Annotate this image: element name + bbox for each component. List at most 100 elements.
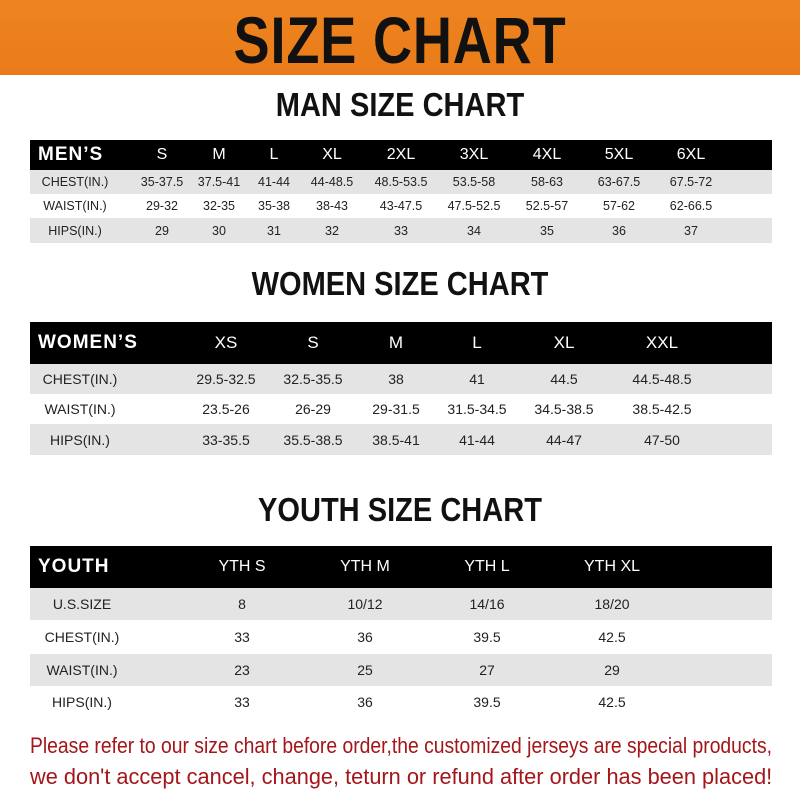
measurement-cell: 36	[357, 694, 373, 710]
measurement-cell: 26-29	[295, 401, 331, 417]
size-header: XL	[322, 146, 342, 163]
measurement-cell: 58-63	[531, 175, 563, 189]
size-header: S	[156, 146, 168, 163]
measurement-cell: 38.5-41	[372, 431, 420, 448]
measurement-cell: 37	[684, 223, 698, 238]
measurement-cell: 18/20	[594, 596, 630, 612]
measurement-cell: 33	[394, 223, 408, 238]
table-row: WAIST(IN.) 29-32 32-35 35-38 38-43 43-47.5 47.…	[30, 194, 772, 218]
size-header: XXL	[645, 333, 679, 352]
measurement-cell: 35-37.5	[140, 175, 184, 189]
measurement-cell: 14/16	[469, 596, 505, 612]
table-row: HIPS(IN.) 29 30 31 32 33 34 35 36 37	[30, 218, 772, 243]
size-header: XS	[214, 333, 238, 352]
measurement-cell: 44-48.5	[310, 175, 354, 189]
table-row: CHEST(IN.) 29.5-32.5 32.5-35.5 38 41 44.5 44.5…	[30, 364, 772, 394]
size-header: M	[212, 146, 226, 163]
row-label: CHEST(IN.)	[41, 175, 109, 189]
men-header-label: MEN’S	[38, 144, 104, 165]
policy-note-line-2: we don't accept cancel, change, teturn o…	[30, 764, 773, 789]
table-row: WAIST(IN.) 23.5-26 26-29 29-31.5 31.5-34.5 34…	[30, 394, 772, 424]
measurement-cell: 36	[612, 223, 626, 238]
measurement-cell: 52.5-57	[525, 199, 569, 213]
measurement-cell: 29	[604, 662, 620, 678]
measurement-cell: 31	[267, 223, 281, 238]
measurement-cell: 42.5	[598, 629, 626, 645]
table-row: HIPS(IN.) 33-35.5 35.5-38.5 38.5-41 41-44 44-…	[30, 424, 772, 455]
row-label: WAIST(IN.)	[46, 662, 118, 678]
policy-note-line-1: Please refer to our size chart before or…	[30, 733, 772, 758]
measurement-cell: 41-44	[459, 431, 495, 448]
measurement-cell: 42.5	[598, 694, 626, 710]
measurement-cell: 30	[212, 223, 226, 238]
measurement-cell: 25	[357, 662, 373, 678]
size-header: YTH M	[340, 558, 390, 575]
size-header: 2XL	[386, 146, 416, 163]
measurement-cell: 38-43	[316, 199, 348, 213]
measurement-cell: 31.5-34.5	[447, 401, 507, 417]
table-row: WAIST(IN.) 23 25 27 29	[30, 654, 772, 686]
women-header-label: WOMEN’S	[38, 332, 138, 353]
measurement-cell: 43-47.5	[379, 199, 423, 213]
row-label: HIPS(IN.)	[50, 431, 110, 448]
size-header: L	[269, 146, 279, 163]
measurement-cell: 44.5-48.5	[632, 371, 692, 387]
size-header: 6XL	[676, 146, 706, 163]
size-chart-banner: SIZE CHART	[0, 0, 800, 77]
women-section-title: WOMEN SIZE CHART	[251, 265, 549, 302]
size-header: S	[307, 333, 319, 352]
measurement-cell: 44.5	[550, 371, 578, 387]
youth-header-label: YOUTH	[38, 556, 110, 577]
size-header: 5XL	[604, 146, 634, 163]
measurement-cell: 57-62	[603, 199, 635, 213]
table-row: CHEST(IN.) 33 36 39.5 42.5	[30, 620, 772, 654]
measurement-cell: 34	[467, 223, 481, 238]
table-row: HIPS(IN.) 33 36 39.5 42.5	[30, 686, 772, 718]
measurement-cell: 27	[479, 662, 495, 678]
table-row: CHEST(IN.) 35-37.5 37.5-41 41-44 44-48.5 48.5…	[30, 170, 772, 194]
women-header-row: WOMEN’S XS S M L XL XXL	[30, 322, 772, 364]
measurement-cell: 8	[238, 596, 246, 612]
table-row: U.S.SIZE 8 10/12 14/16 18/20	[30, 588, 772, 620]
size-header: 4XL	[532, 146, 562, 163]
banner-title: SIZE CHART	[233, 3, 567, 77]
measurement-cell: 23.5-26	[202, 401, 250, 417]
row-label: HIPS(IN.)	[52, 694, 112, 710]
measurement-cell: 41	[469, 371, 485, 387]
size-header: YTH XL	[583, 558, 641, 575]
measurement-cell: 32.5-35.5	[283, 371, 343, 387]
measurement-cell: 38.5-42.5	[632, 401, 692, 417]
measurement-cell: 32	[325, 223, 339, 238]
measurement-cell: 37.5-41	[197, 175, 241, 189]
row-label: WAIST(IN.)	[44, 401, 116, 417]
size-header: XL	[553, 333, 575, 352]
measurement-cell: 39.5	[473, 629, 501, 645]
measurement-cell: 36	[357, 629, 373, 645]
youth-header-row: YOUTH YTH S YTH M YTH L YTH XL	[30, 546, 772, 588]
row-label: HIPS(IN.)	[48, 223, 102, 238]
row-label: U.S.SIZE	[52, 596, 112, 612]
row-label: CHEST(IN.)	[42, 371, 118, 387]
measurement-cell: 44-47	[546, 431, 582, 448]
measurement-cell: 41-44	[258, 175, 290, 189]
measurement-cell: 47-50	[644, 431, 680, 448]
size-header: YTH L	[464, 558, 510, 575]
measurement-cell: 29	[155, 223, 169, 238]
size-header: YTH S	[218, 558, 266, 575]
men-section-title: MAN SIZE CHART	[275, 86, 525, 123]
size-header: M	[388, 333, 404, 352]
measurement-cell: 53.5-58	[452, 175, 496, 189]
measurement-cell: 35-38	[258, 199, 290, 213]
measurement-cell: 29-32	[146, 199, 178, 213]
row-label: CHEST(IN.)	[44, 629, 120, 645]
measurement-cell: 48.5-53.5	[374, 175, 428, 189]
measurement-cell: 29-31.5	[372, 401, 420, 417]
measurement-cell: 32-35	[203, 199, 235, 213]
measurement-cell: 35	[540, 223, 554, 238]
measurement-cell: 33-35.5	[202, 431, 250, 448]
youth-section-title: YOUTH SIZE CHART	[258, 491, 542, 528]
measurement-cell: 34.5-38.5	[534, 401, 594, 417]
measurement-cell: 63-67.5	[597, 175, 641, 189]
men-header-row: MEN’S S M L XL 2XL 3XL 4XL 5XL 6XL	[30, 140, 772, 170]
measurement-cell: 67.5-72	[669, 175, 713, 189]
